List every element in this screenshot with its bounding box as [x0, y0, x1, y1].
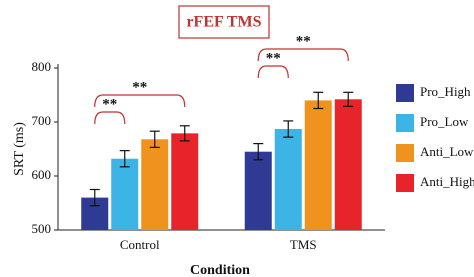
legend-swatch: [396, 114, 414, 132]
bar: [244, 151, 272, 230]
legend-label: Anti_High: [420, 174, 474, 189]
significance-bracket: [94, 94, 186, 108]
legend-swatch: [396, 84, 414, 102]
chart-title: rFEF TMS: [186, 14, 261, 31]
significance-label: **: [132, 79, 147, 95]
legend-label: Anti_Low: [420, 144, 474, 159]
x-tick-label: TMS: [290, 237, 317, 252]
significance-bracket: [257, 48, 349, 62]
legend-label: Pro_Low: [420, 114, 469, 129]
x-axis-label: Condition: [190, 263, 250, 277]
legend-swatch: [396, 144, 414, 162]
significance-bracket: [257, 65, 289, 79]
bar: [141, 139, 169, 230]
y-tick-label: 500: [32, 221, 52, 236]
x-tick-label: Control: [120, 237, 160, 252]
y-axis-label: SRT (ms): [12, 122, 27, 176]
legend-label: Pro_High: [420, 84, 471, 99]
bar: [274, 129, 302, 230]
bar: [334, 99, 362, 230]
legend-swatch: [396, 174, 414, 192]
y-tick-label: 800: [32, 59, 52, 74]
significance-label: **: [102, 96, 117, 112]
title-box: [178, 5, 270, 39]
bar: [304, 100, 332, 231]
y-tick-label: 600: [32, 167, 52, 182]
bar: [171, 133, 199, 230]
significance-bracket: [94, 111, 126, 125]
significance-label: **: [296, 33, 311, 49]
significance-label: **: [266, 50, 281, 66]
y-tick-label: 700: [32, 113, 52, 128]
bar: [111, 158, 139, 230]
